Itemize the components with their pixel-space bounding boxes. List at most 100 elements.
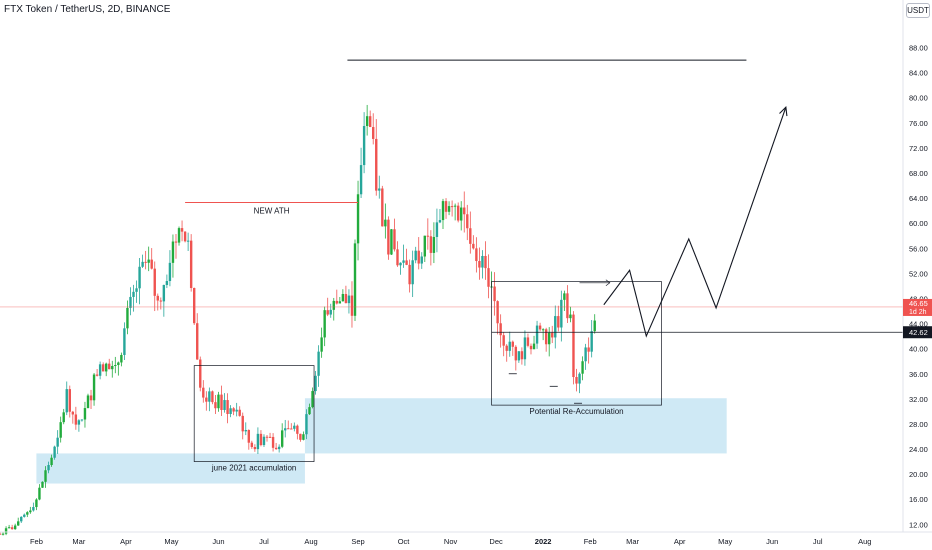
candle-body [59,422,62,438]
candle-body [566,293,569,319]
candle-body [74,414,78,425]
candle-body [147,259,150,263]
candle-body [472,243,475,249]
candle-body [375,138,378,191]
candle-body [208,391,211,402]
candle-body [104,363,108,372]
candle-body [323,310,326,338]
candle-body [444,201,448,212]
candle-body [514,346,518,361]
x-tick-label: Sep [351,537,364,546]
candle-body [10,527,14,530]
y-tick-label: 60.00 [909,219,928,228]
candle-body [481,255,484,268]
y-tick-label: 64.00 [909,194,928,203]
candle-body [402,260,405,263]
candle-body [493,286,496,302]
candle-body [502,335,505,346]
candle-body [435,222,439,237]
candle-body [393,229,396,250]
candle-body [123,328,126,355]
candle-body [141,261,144,267]
candle-body [378,188,381,191]
candle-body [180,228,184,232]
candle-body [29,510,32,513]
candle-body [441,201,445,221]
candle-body [590,331,593,352]
candle-body [420,256,423,264]
candle-body [426,235,430,237]
candle-body [247,430,251,443]
candle-body [250,442,254,448]
x-tick-label: Jul [813,537,823,546]
candle-body [338,301,342,304]
candle-body [271,436,275,448]
y-tick-label: 68.00 [909,169,928,178]
candle-body [129,296,132,308]
candle-body [523,337,527,360]
candle-body [554,316,557,338]
candle-body [159,300,163,302]
candle-body [299,433,302,440]
x-tick-label: Aug [304,537,317,546]
candle-body [320,337,323,352]
candle-body [551,332,554,338]
candle-body [305,414,308,435]
candle-body [326,310,329,315]
last-price-label: 46.65 [909,299,928,308]
candle-body [80,419,84,421]
candle-body [259,433,263,446]
candle-body [186,240,190,242]
candle-body [265,436,269,438]
candle-body [199,359,202,388]
x-tick-label: Feb [584,537,597,546]
candle-body [581,361,584,374]
x-tick-label: Mar [626,537,639,546]
candle-body [262,436,266,446]
x-tick-label: Dec [489,537,503,546]
candle-body [341,293,345,302]
candle-body [466,214,469,229]
candle-body [572,314,575,378]
new-ath-label: NEW ATH [254,206,290,215]
candle-body [23,514,26,517]
x-tick-label: Feb [30,537,43,546]
candle-body [356,194,360,244]
candle-body [41,481,44,488]
candle-body [587,347,590,352]
x-tick-label: 2022 [535,537,552,546]
candle-body [32,507,35,511]
drawings: NEW ATH june 2021 accumulation Potential R… [0,59,903,473]
candle-body [463,207,466,215]
candle-body [86,395,90,409]
candle-body [108,363,111,370]
candle-body [287,428,290,430]
candle-body [192,288,196,324]
candle-body [232,408,235,412]
candle-body [478,261,481,268]
reaccumulation-label: Potential Re-Accumulation [529,407,623,416]
x-tick-label: Apr [120,537,132,546]
candle-body [189,240,193,289]
june-accumulation-label: june 2021 accumulation [211,464,297,473]
candle-body [4,528,8,534]
candle-body [387,219,390,255]
candle-body [302,434,305,440]
y-tick-label: 12.00 [909,520,928,529]
candle-body [396,249,399,266]
candle-body [499,323,502,336]
candle-body [77,420,81,425]
currency-button[interactable]: USDT [906,3,930,18]
candle-body [174,241,178,243]
candle-body [317,351,320,376]
candle-body [414,250,417,261]
candle-body [235,409,238,412]
candle-body [505,345,508,351]
candle-body [71,411,75,415]
y-tick-label: 16.00 [909,495,928,504]
candle-body [390,229,393,255]
x-tick-label: Jun [212,537,224,546]
candle-body [411,260,414,285]
candle-body [62,412,65,423]
